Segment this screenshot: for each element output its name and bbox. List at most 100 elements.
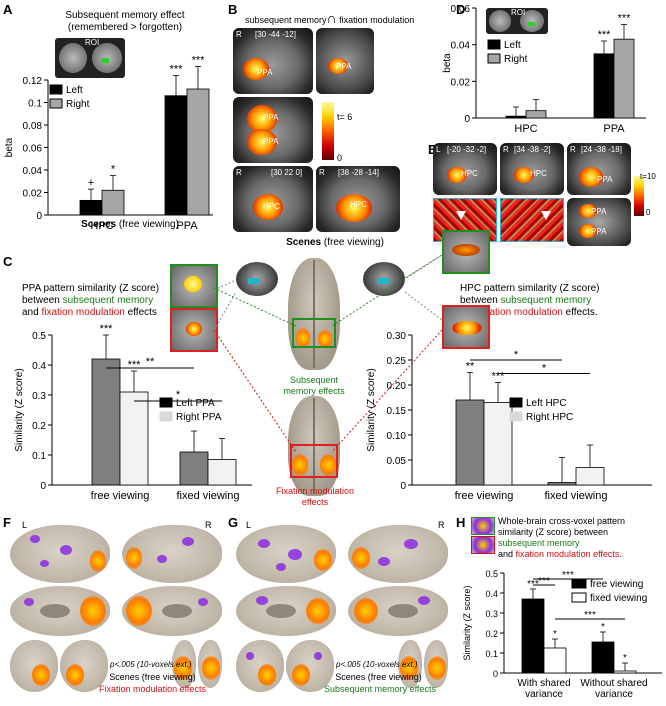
panel-f-left-hemisphere-label: L (22, 520, 28, 530)
legend-label: free viewing (590, 579, 643, 590)
panel-d-roi-brain-image: ROI (486, 8, 548, 34)
panel-letter-h: H (456, 515, 466, 530)
panel-b-xlabel-bold: Scenes (286, 237, 322, 248)
region-label-ppa: PPA (263, 113, 279, 122)
significance-marker: *** (562, 570, 574, 581)
panel-b-title-right: fixation modulation (336, 15, 415, 25)
desc-between: between (22, 295, 63, 306)
panel-g-lateral-right (348, 525, 448, 583)
region-label-ppa: PPA (336, 62, 352, 71)
panel-h-description: Whole-brain cross-voxel pattern similari… (498, 516, 666, 560)
panel-f-ventral-right (60, 640, 108, 692)
legend-swatch (509, 397, 523, 408)
panel-a-title: Subsequent memory effect (remembered > f… (60, 10, 190, 34)
y-axis-label: beta (4, 137, 15, 157)
y-tick-label: 0.12 (23, 76, 43, 87)
legend-swatch (487, 53, 501, 64)
panel-letter-c: C (3, 254, 13, 269)
legend-label: Left (66, 85, 83, 96)
panel-f-medial-left (10, 586, 110, 636)
panel-f-medial-right (122, 586, 222, 636)
region-label-ppa: PPA (597, 175, 613, 184)
panel-g-lateral-left (236, 525, 336, 583)
panel-c-right-zoom-green (442, 230, 490, 274)
significance-marker: * (601, 622, 605, 633)
significance-marker: *** (170, 64, 184, 76)
bar-fixed-viewing (613, 670, 637, 674)
significance-marker: ** (146, 356, 155, 368)
y-tick-label: 0 (464, 114, 470, 125)
bar-free-viewing (591, 641, 615, 674)
legend-label: Left HPC (526, 398, 567, 409)
label-line: effects (301, 497, 329, 507)
desc-tail: effects. (562, 307, 598, 318)
panel-g-ventral-right (286, 640, 334, 692)
panel-b-colorbar (322, 102, 334, 160)
desc-green: subsequent memory (500, 295, 592, 306)
orient-label: R (570, 145, 576, 154)
panel-a-roi-brain-image: ROI (55, 38, 125, 78)
panel-f-stat: p<.005 (10-voxels ext.) (110, 660, 192, 669)
orient-label: R (236, 30, 242, 39)
legend-label: fixed viewing (590, 593, 647, 604)
panel-c-center-green-label: Subsequent memory effects (278, 375, 350, 397)
panel-g-left-hemisphere-label: L (246, 520, 252, 530)
y-axis-label: Similarity (Z score) (462, 585, 472, 660)
panel-c-left-sagittal-icon (236, 262, 278, 296)
panel-b-xlabel-rest: (free viewing) (321, 237, 384, 248)
panel-letter-a: A (3, 2, 13, 17)
y-tick-label: 0.3 (485, 609, 498, 619)
significance-marker: * (514, 349, 519, 361)
bar-left-hpc (455, 399, 485, 486)
x-tick-label: variance (525, 689, 563, 700)
significance-marker: * (623, 653, 627, 664)
bar-left-ppa (179, 451, 209, 486)
panel-e-slice-axial: PPA PPA (567, 198, 631, 246)
desc-red: fixation modulation (41, 307, 125, 318)
region-label-ppa: PPA (591, 207, 607, 216)
y-tick-label: 0.1 (28, 99, 42, 110)
significance-marker: ** (466, 361, 475, 373)
orient-label: R (319, 168, 325, 177)
panel-d-chart: 0 0.02 0.04 0.06 beta HPC PPA *** *** Left Right (442, 4, 646, 135)
significance-marker: *** (192, 55, 206, 67)
panel-f-caption-line1: Scenes (free viewing) (109, 672, 196, 682)
panel-letter-d: D (456, 2, 466, 17)
desc-and: and (22, 307, 42, 318)
panel-a-xlabel-rest: (free viewing) (116, 219, 179, 230)
y-tick-label: 0.25 (387, 356, 407, 367)
panel-f-caption-line2: Fixation modulation effects (99, 684, 206, 694)
significance-marker: *** (128, 359, 142, 371)
y-tick-label: 0.2 (32, 421, 46, 432)
desc-and: and (498, 549, 516, 559)
region-label-ppa: PPA (591, 227, 607, 236)
bar-right-hpc (575, 467, 605, 486)
panel-g-ventral-left (236, 640, 284, 692)
intersection-symbol: ∩ (326, 10, 337, 26)
coord-label: [34 -38 -2] (514, 145, 551, 154)
y-tick-label: 0.20 (387, 381, 407, 392)
region-label-ppa: PPA (257, 68, 273, 77)
coord-label: [24 -38 -18] (581, 145, 622, 154)
panel-b-xlabel: Scenes (free viewing) (260, 237, 410, 248)
legend-label: Right (66, 99, 90, 110)
panel-g-posterior-left (398, 640, 422, 688)
panel-f-lateral-right (122, 525, 222, 583)
legend-swatch (487, 39, 501, 50)
y-tick-label: 0.10 (387, 431, 407, 442)
bar-right-ppa (119, 391, 149, 486)
panel-h-chart: 0 0.1 0.2 0.3 0.4 0.5 Similarity (Z score) With… (462, 569, 662, 700)
y-tick-label: 0.04 (451, 41, 471, 52)
y-tick-label: 0 (400, 481, 406, 492)
region-label-hpc: HPC (263, 202, 280, 211)
x-tick-label: fixed viewing (177, 490, 240, 502)
coord-label: [30 22 0] (271, 168, 303, 177)
legend-swatch (509, 411, 523, 422)
desc-green: subsequent memory (62, 295, 154, 306)
coord-label: [-20 -32 -2] (447, 145, 487, 154)
legend-swatch (571, 578, 587, 589)
panel-c-left-chart: 0 0.1 0.2 0.3 0.4 0.5 Similarity (Z score) free… (14, 323, 252, 502)
panel-b-title-left: subsequent memory (245, 15, 327, 25)
panel-d-roi-label: ROI (511, 8, 526, 17)
bar-left-ppa (91, 358, 121, 486)
